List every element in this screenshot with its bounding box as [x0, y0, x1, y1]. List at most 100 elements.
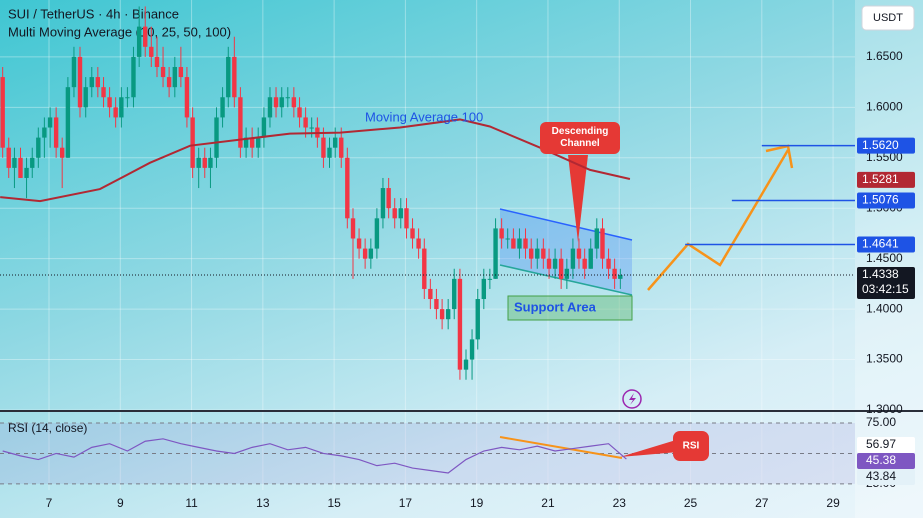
channel-callout: Descending Channel: [540, 122, 620, 154]
price-label: 1.5281: [862, 172, 899, 186]
x-tick-label: 11: [185, 496, 198, 510]
x-tick-label: 23: [613, 496, 627, 510]
x-tick-label: 7: [46, 496, 53, 510]
channel-bottom: [499, 264, 633, 296]
candle-body: [582, 258, 587, 269]
price-label: 1.5620: [862, 138, 899, 152]
candle-body: [428, 288, 433, 300]
candle-body: [452, 278, 457, 310]
countdown: 03:42:15: [862, 282, 909, 296]
candle-body: [552, 258, 558, 269]
candle-body: [238, 97, 243, 148]
moving-average: [0, 118, 631, 203]
price-label: 1.4338: [862, 267, 899, 281]
y-tick-label: 1.3000: [866, 402, 903, 416]
rsi-label-bg: [857, 436, 915, 453]
candle-body: [612, 268, 617, 279]
candle-body: [499, 228, 504, 239]
support-area: [507, 295, 633, 321]
candle-body: [202, 157, 207, 168]
candle-body: [594, 228, 599, 249]
candle-body: [606, 258, 611, 269]
rsi-pointer: [620, 440, 678, 457]
y-tick-label: 1.3500: [866, 352, 903, 366]
rsi-divergence: [499, 436, 623, 459]
candle-body: [570, 248, 576, 269]
candle-body: [511, 238, 516, 249]
candle-body: [24, 167, 29, 178]
candle-body: [297, 107, 302, 118]
candle-body: [166, 77, 172, 88]
candle-body: [368, 248, 374, 259]
candle-body: [505, 238, 510, 240]
candle-body: [380, 188, 386, 219]
x-tick-label: 21: [541, 496, 555, 510]
candle-body: [256, 137, 261, 148]
candle-body: [208, 157, 213, 168]
candle-body: [588, 248, 593, 269]
rsi-callout: [673, 431, 709, 461]
event-icon-bolt: [629, 393, 636, 405]
candle-body: [131, 56, 136, 98]
candle-body: [267, 97, 273, 118]
candle-body: [309, 127, 314, 129]
candle-body: [71, 56, 77, 88]
candle-body: [291, 97, 297, 108]
candle-body: [558, 258, 564, 279]
candle-body: [149, 46, 154, 57]
candle-body: [143, 26, 148, 47]
candle-body: [101, 87, 106, 98]
candle-body: [214, 117, 219, 158]
rsi-label-bg: [857, 468, 915, 485]
candle-body: [475, 299, 480, 340]
price-label-bg: [857, 236, 915, 253]
currency[interactable]: USDT: [873, 12, 903, 24]
candle-body: [190, 117, 195, 168]
moving-average-label: Moving Average 100: [365, 109, 483, 124]
channel: [500, 209, 632, 295]
candle-body: [136, 26, 142, 57]
candle-body: [184, 77, 190, 118]
candle-body: [398, 208, 403, 219]
candle-body: [125, 97, 130, 99]
currency-button[interactable]: [861, 5, 915, 31]
candle-body: [232, 56, 237, 98]
candle-body: [529, 248, 534, 259]
price-label-bg: [857, 171, 915, 188]
x-tick-label: 29: [826, 496, 840, 510]
candle-body: [160, 66, 166, 78]
candle-body: [422, 248, 427, 289]
candle-body: [541, 248, 546, 259]
rsi-line: [2, 438, 627, 474]
candle-body: [172, 66, 178, 88]
callout-pointer: [568, 155, 588, 242]
candle-body: [47, 117, 53, 128]
price-axis-bg: [855, 0, 923, 518]
candle-body: [339, 137, 344, 158]
candle-body: [356, 238, 362, 249]
candle-body: [457, 278, 463, 370]
x-tick-label: 19: [470, 496, 484, 510]
candle-body: [546, 258, 552, 269]
candle-body: [416, 238, 421, 249]
drawings: [499, 144, 794, 461]
candle-body: [493, 228, 498, 279]
candle-body: [434, 299, 439, 310]
candle-body: [445, 309, 451, 320]
candle-body: [576, 248, 582, 259]
candle-body: [36, 137, 41, 158]
x-tick-label: 27: [755, 496, 769, 510]
candle-body: [261, 117, 267, 138]
chart-title: SUI / TetherUS · 4h · Binance: [8, 6, 179, 21]
candle-body: [487, 278, 493, 280]
candle-body: [65, 87, 71, 158]
y-tick-label: 1.4500: [866, 251, 903, 265]
event-icon: [622, 389, 642, 409]
candle-body: [523, 238, 528, 249]
support-label: Support Area: [514, 299, 597, 314]
rsi-label-bg: [857, 452, 915, 469]
rsi-title: RSI (14, close): [8, 421, 87, 435]
price-label: 1.4641: [862, 237, 899, 251]
candle-body: [107, 97, 112, 108]
price-label: 1.5076: [862, 193, 899, 207]
